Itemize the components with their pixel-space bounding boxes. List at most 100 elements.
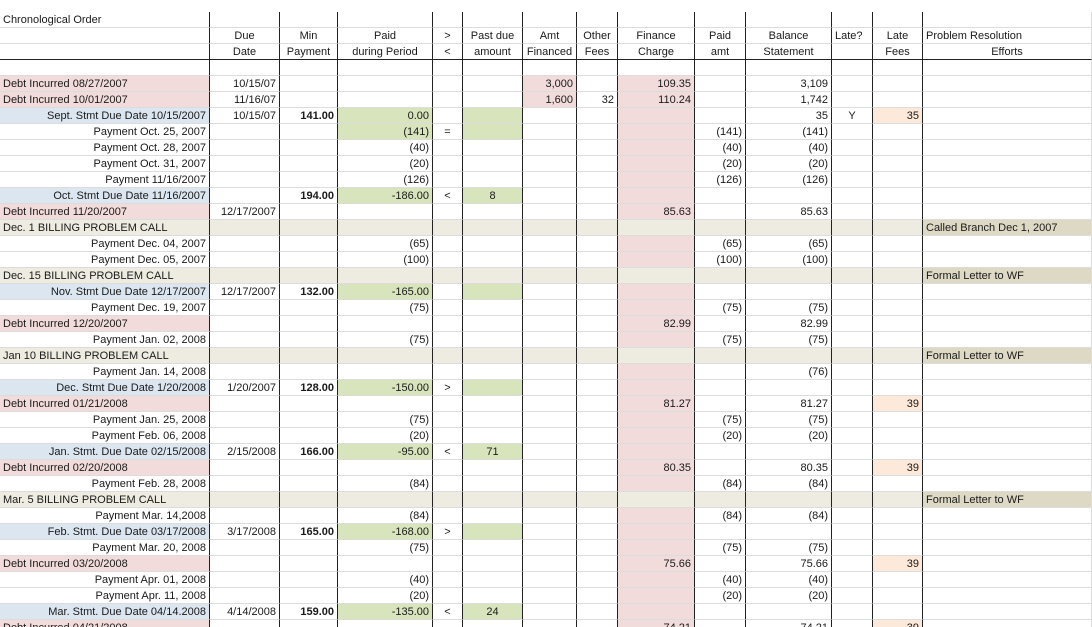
data-cell: Sept. Stmt Due Date 10/15/2007: [0, 108, 210, 124]
data-cell: [746, 524, 832, 540]
data-cell: [210, 620, 280, 627]
data-cell: [618, 332, 695, 348]
data-cell: [618, 604, 695, 620]
data-cell: [873, 588, 923, 604]
data-cell: [746, 268, 832, 284]
data-cell: [210, 124, 280, 140]
data-cell: Feb. Stmt. Due Date 03/17/2008: [0, 524, 210, 540]
data-cell: [280, 460, 338, 476]
data-cell: 132.00: [280, 284, 338, 300]
data-cell: (75): [746, 412, 832, 428]
data-cell: 74.21: [746, 620, 832, 627]
data-cell: [523, 508, 577, 524]
cell: [923, 12, 1092, 28]
data-cell: (84): [746, 476, 832, 492]
data-cell: [923, 588, 1092, 604]
data-cell: [577, 156, 618, 172]
data-cell: [832, 92, 873, 108]
data-cell: (141): [746, 124, 832, 140]
data-cell: (40): [746, 572, 832, 588]
data-cell: [210, 220, 280, 236]
data-cell: [618, 300, 695, 316]
data-cell: Dec. 15 BILLING PROBLEM CALL: [0, 268, 210, 284]
data-cell: [577, 444, 618, 460]
data-cell: [338, 460, 433, 476]
data-cell: (20): [338, 156, 433, 172]
data-cell: [210, 172, 280, 188]
data-cell: [433, 556, 463, 572]
data-cell: [577, 572, 618, 588]
data-cell: [463, 252, 523, 268]
data-cell: [695, 204, 746, 220]
data-cell: [523, 284, 577, 300]
data-cell: [577, 316, 618, 332]
data-cell: Payment Feb. 28, 2008: [0, 476, 210, 492]
data-cell: [618, 572, 695, 588]
data-cell: 39: [873, 556, 923, 572]
data-cell: [923, 172, 1092, 188]
data-cell: (20): [695, 156, 746, 172]
data-cell: [695, 492, 746, 508]
data-cell: 4/14/2008: [210, 604, 280, 620]
data-cell: [338, 556, 433, 572]
data-cell: (75): [338, 540, 433, 556]
data-cell: (84): [695, 508, 746, 524]
data-cell: Payment Apr. 01, 2008: [0, 572, 210, 588]
data-cell: [577, 124, 618, 140]
data-cell: [832, 476, 873, 492]
data-cell: [433, 284, 463, 300]
data-cell: [433, 108, 463, 124]
data-cell: 8: [463, 188, 523, 204]
data-cell: [463, 460, 523, 476]
data-cell: Payment Dec. 05, 2007: [0, 252, 210, 268]
data-cell: [923, 140, 1092, 156]
data-cell: [338, 348, 433, 364]
data-cell: [618, 172, 695, 188]
data-cell: [463, 364, 523, 380]
data-cell: 81.27: [746, 396, 832, 412]
data-cell: [280, 364, 338, 380]
data-cell: (84): [338, 476, 433, 492]
column-header: amount: [463, 44, 523, 60]
data-cell: 35: [873, 108, 923, 124]
data-cell: [433, 156, 463, 172]
data-cell: [463, 156, 523, 172]
data-cell: [873, 428, 923, 444]
data-cell: [577, 236, 618, 252]
data-cell: [463, 620, 523, 627]
data-cell: [618, 412, 695, 428]
column-header: amt: [695, 44, 746, 60]
data-cell: [463, 556, 523, 572]
data-cell: [923, 300, 1092, 316]
data-cell: [210, 508, 280, 524]
data-cell: [832, 460, 873, 476]
data-cell: Formal Letter to WF: [923, 348, 1092, 364]
data-cell: [338, 268, 433, 284]
data-cell: [433, 476, 463, 492]
data-cell: (126): [746, 172, 832, 188]
data-cell: [523, 236, 577, 252]
data-cell: [433, 76, 463, 92]
cell: [577, 60, 618, 76]
data-cell: 82.99: [618, 316, 695, 332]
column-header: Late: [873, 28, 923, 44]
cell: [873, 60, 923, 76]
data-cell: [523, 444, 577, 460]
data-cell: [923, 124, 1092, 140]
data-cell: [523, 172, 577, 188]
data-cell: [463, 476, 523, 492]
data-cell: [618, 156, 695, 172]
data-cell: [280, 124, 338, 140]
cell: [923, 60, 1092, 76]
data-cell: Mar. 5 BILLING PROBLEM CALL: [0, 492, 210, 508]
data-cell: 39: [873, 620, 923, 627]
data-cell: [695, 380, 746, 396]
data-cell: Debt Incurred 12/20/2007: [0, 316, 210, 332]
data-cell: Payment Oct. 25, 2007: [0, 124, 210, 140]
data-cell: [280, 556, 338, 572]
data-cell: [873, 444, 923, 460]
data-cell: [873, 412, 923, 428]
data-cell: <: [433, 188, 463, 204]
data-cell: 110.24: [618, 92, 695, 108]
data-cell: [280, 428, 338, 444]
